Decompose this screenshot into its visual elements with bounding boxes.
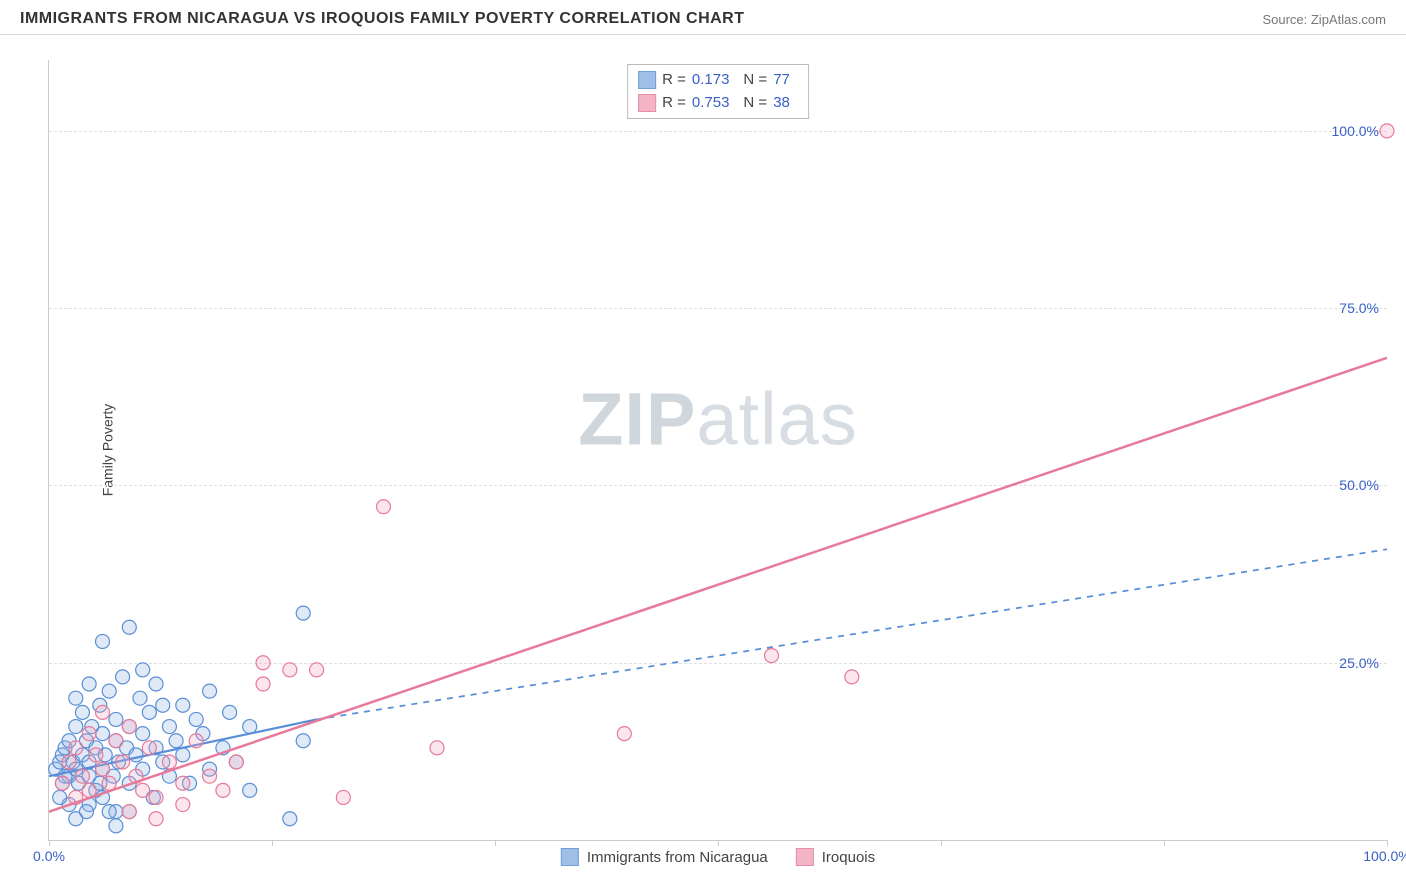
data-point-iroquois [122,720,136,734]
data-point-iroquois [142,741,156,755]
data-point-iroquois [256,656,270,670]
data-point-nicaragua [243,783,257,797]
legend-label-iroquois: Iroquois [822,849,875,866]
data-point-nicaragua [156,698,170,712]
data-point-nicaragua [136,663,150,677]
header: IMMIGRANTS FROM NICARAGUA VS IROQUOIS FA… [0,0,1406,35]
chart-plot-area: Family Poverty ZIPatlas 25.0%50.0%75.0%1… [48,60,1387,841]
swatch-iroquois [638,94,656,112]
data-point-iroquois [96,762,110,776]
data-point-iroquois [116,755,130,769]
data-point-iroquois [765,649,779,663]
data-point-nicaragua [169,734,183,748]
data-point-nicaragua [189,712,203,726]
trend-line-iroquois [49,358,1387,812]
data-point-nicaragua [102,684,116,698]
data-point-nicaragua [136,727,150,741]
r-value-iroquois: 0.753 [692,92,730,115]
trend-line-dashed-nicaragua [317,549,1387,719]
bottom-legend: Immigrants from Nicaragua Iroquois [561,848,875,866]
data-point-iroquois [336,790,350,804]
r-label: R = [662,92,686,115]
data-point-iroquois [102,776,116,790]
n-label: N = [743,92,767,115]
data-point-nicaragua [82,677,96,691]
xtick-label: 100.0% [1363,848,1406,864]
data-point-nicaragua [109,819,123,833]
data-point-nicaragua [53,790,67,804]
data-point-iroquois [176,776,190,790]
data-point-iroquois [176,798,190,812]
data-point-iroquois [1380,124,1394,138]
data-point-nicaragua [162,720,176,734]
data-point-iroquois [89,748,103,762]
data-point-iroquois [69,741,83,755]
data-point-nicaragua [296,606,310,620]
data-point-iroquois [109,734,123,748]
data-point-nicaragua [149,677,163,691]
data-point-nicaragua [122,620,136,634]
data-point-iroquois [136,783,150,797]
legend-label-nicaragua: Immigrants from Nicaragua [587,849,768,866]
data-point-iroquois [62,755,76,769]
data-point-iroquois [96,705,110,719]
data-point-nicaragua [142,705,156,719]
stats-legend-box: R = 0.173 N = 77 R = 0.753 N = 38 [627,64,809,119]
stats-row-nicaragua: R = 0.173 N = 77 [638,69,798,92]
source-prefix: Source: [1262,12,1310,27]
data-point-iroquois [256,677,270,691]
legend-item-iroquois: Iroquois [796,848,875,866]
data-point-iroquois [55,776,69,790]
data-point-iroquois [229,755,243,769]
data-point-iroquois [82,727,96,741]
data-point-iroquois [122,805,136,819]
data-point-nicaragua [283,812,297,826]
scatter-plot-svg [49,60,1387,840]
data-point-nicaragua [203,684,217,698]
data-point-iroquois [283,663,297,677]
data-point-iroquois [377,500,391,514]
data-point-nicaragua [102,805,116,819]
stats-row-iroquois: R = 0.753 N = 38 [638,92,798,115]
data-point-iroquois [430,741,444,755]
data-point-iroquois [162,755,176,769]
data-point-nicaragua [69,720,83,734]
data-point-iroquois [189,734,203,748]
n-label: N = [743,69,767,92]
data-point-nicaragua [223,705,237,719]
r-label: R = [662,69,686,92]
data-point-nicaragua [96,634,110,648]
data-point-nicaragua [176,698,190,712]
data-point-nicaragua [116,670,130,684]
data-point-nicaragua [75,705,89,719]
data-point-nicaragua [133,691,147,705]
data-point-iroquois [203,769,217,783]
data-point-nicaragua [96,727,110,741]
data-point-iroquois [75,769,89,783]
xtick-label: 0.0% [33,848,65,864]
legend-item-nicaragua: Immigrants from Nicaragua [561,848,768,866]
data-point-nicaragua [79,805,93,819]
r-value-nicaragua: 0.173 [692,69,730,92]
data-point-iroquois [310,663,324,677]
data-point-iroquois [149,790,163,804]
data-point-nicaragua [109,712,123,726]
data-point-iroquois [216,783,230,797]
source-attribution: Source: ZipAtlas.com [1262,12,1386,27]
data-point-nicaragua [243,720,257,734]
data-point-iroquois [845,670,859,684]
source-name: ZipAtlas.com [1311,12,1386,27]
swatch-nicaragua [638,71,656,89]
n-value-nicaragua: 77 [773,69,790,92]
data-point-nicaragua [296,734,310,748]
chart-title: IMMIGRANTS FROM NICARAGUA VS IROQUOIS FA… [20,10,745,28]
data-point-nicaragua [69,691,83,705]
data-point-iroquois [617,727,631,741]
n-value-iroquois: 38 [773,92,790,115]
legend-swatch-nicaragua [561,848,579,866]
data-point-nicaragua [176,748,190,762]
legend-swatch-iroquois [796,848,814,866]
data-point-iroquois [149,812,163,826]
